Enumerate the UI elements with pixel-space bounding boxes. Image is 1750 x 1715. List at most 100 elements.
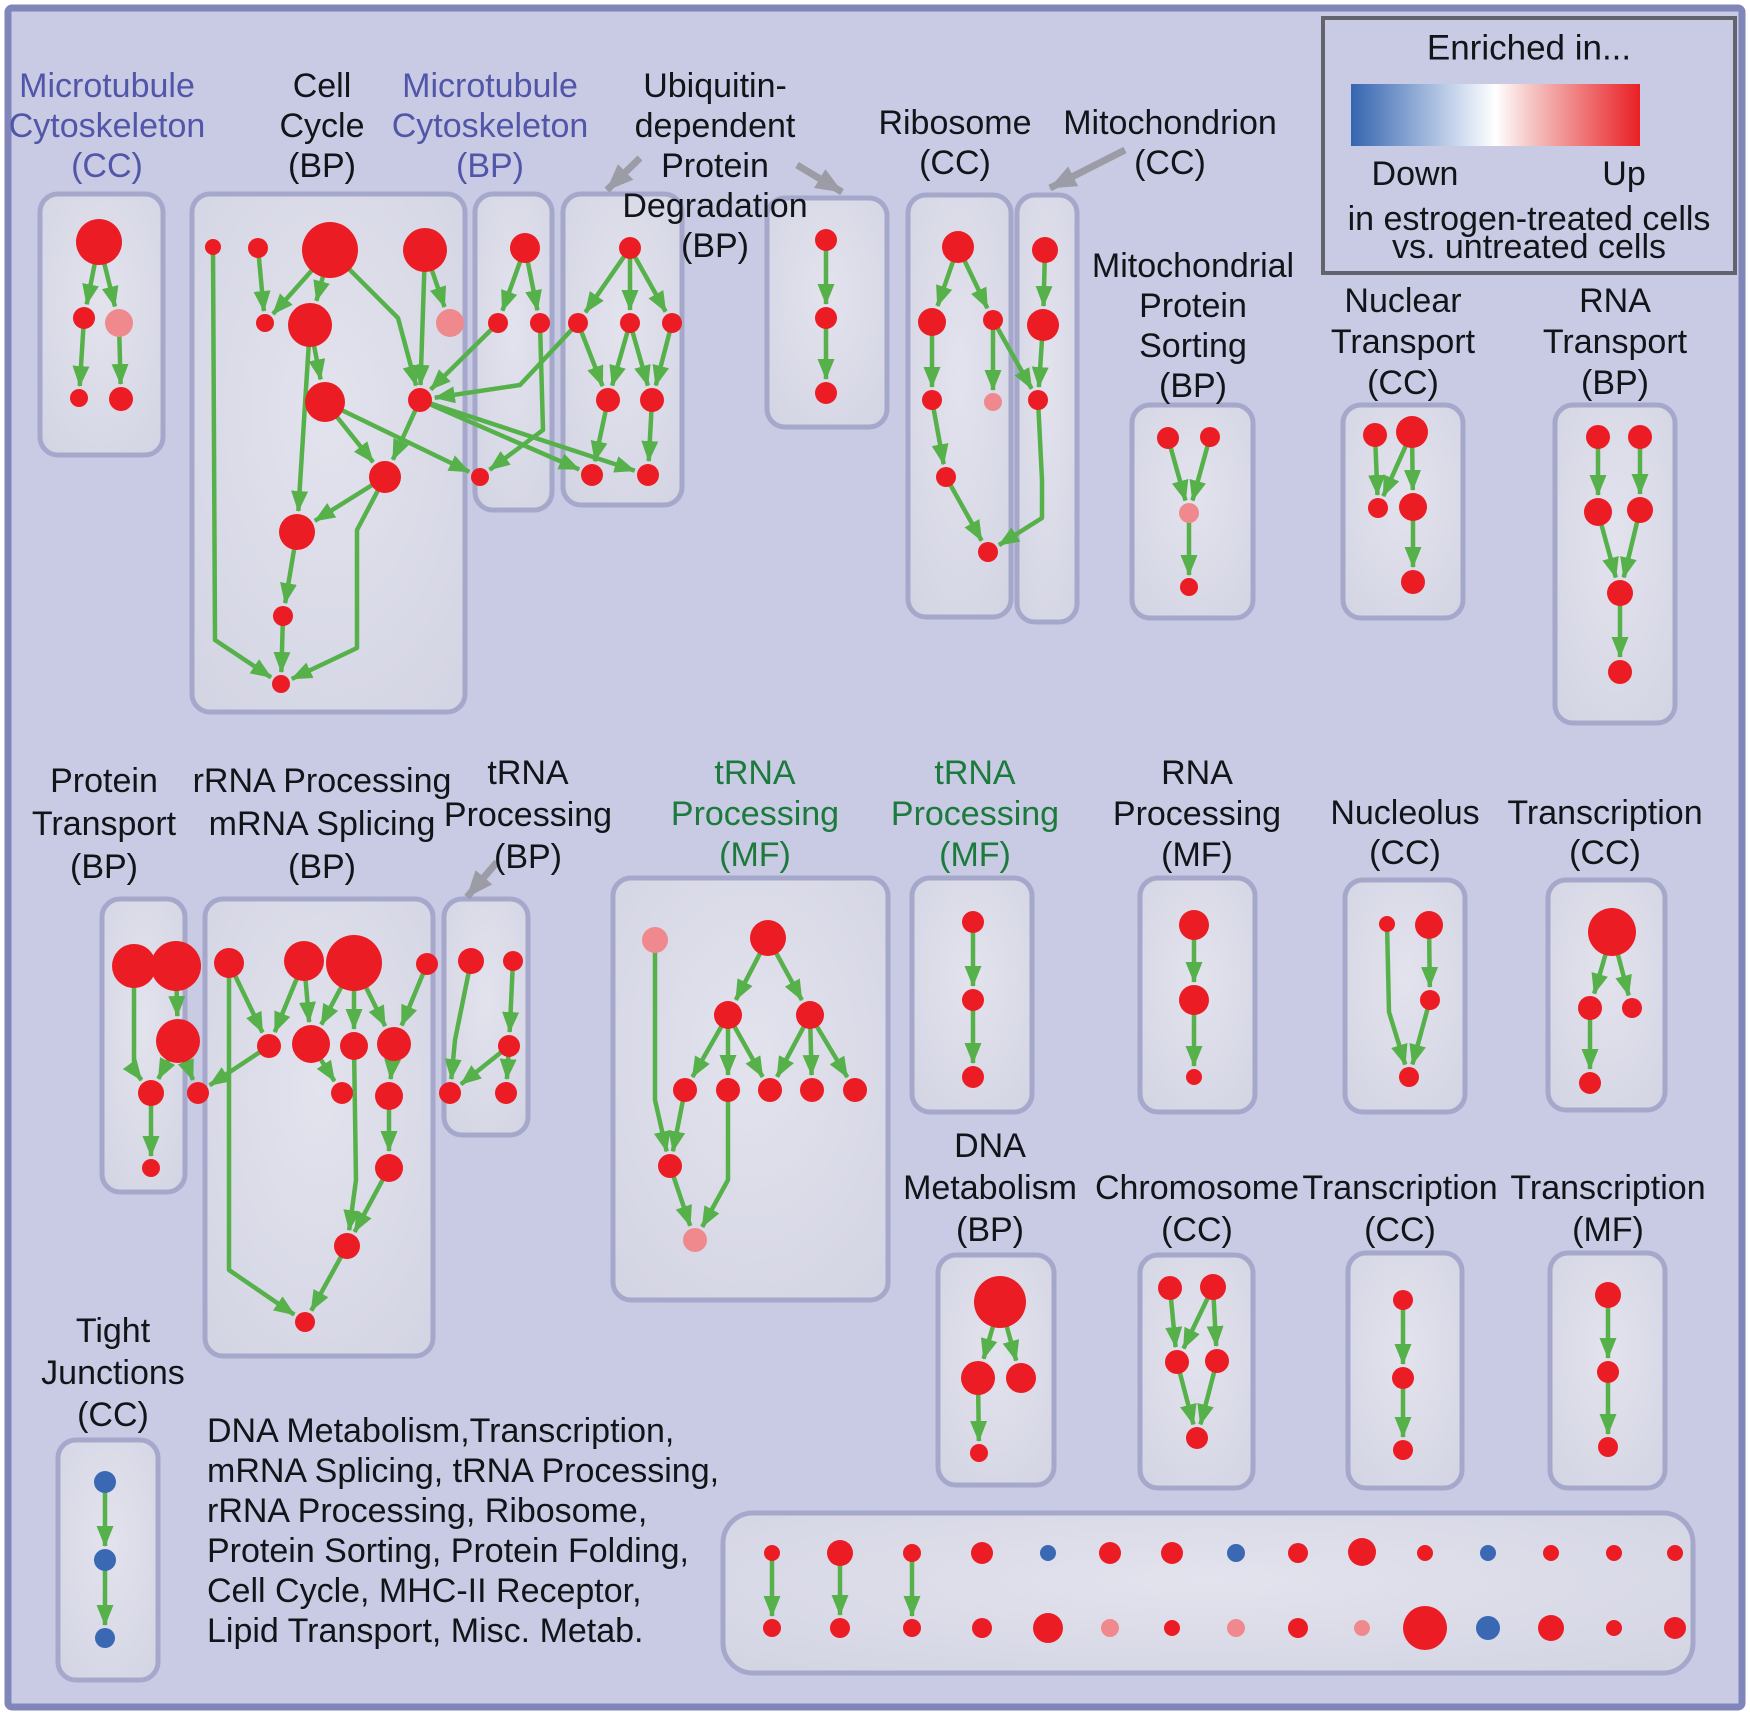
- transcription-cc-bottom-label: (CC): [1364, 1211, 1436, 1249]
- misc-pathways-node: [1354, 1620, 1370, 1636]
- legend-down-label: Down: [1372, 155, 1459, 193]
- cross-cluster-edge: [419, 397, 581, 472]
- transcription-cc-mid-label: Transcription: [1507, 794, 1702, 832]
- cell-cycle-bp-node: [248, 238, 268, 258]
- misc-pathways-node: [763, 1619, 781, 1637]
- cross-cluster-edge: [433, 321, 580, 404]
- misc-pathways-text: Lipid Transport, Misc. Metab.: [207, 1612, 644, 1650]
- chromosome-cc-node: [1158, 1276, 1182, 1300]
- misc-pathways-node: [971, 1542, 993, 1564]
- microtubule-cytoskeleton-cc-edge: [72, 317, 90, 388]
- ubiquitin-label: Degradation: [622, 187, 807, 225]
- ribosome-cc-node: [983, 310, 1003, 330]
- cell-cycle-bp-node: [305, 382, 345, 422]
- ribosome-cc-node: [918, 308, 946, 336]
- trna-processing-mf-1-node: [683, 1228, 707, 1252]
- transcription-cc-mid-node: [1622, 998, 1642, 1018]
- rrna-processing-mrna-splicing-bp-node: [334, 1233, 360, 1259]
- cell-cycle-bp-node: [272, 675, 290, 693]
- rna-processing-mf-node: [1179, 910, 1209, 940]
- chromosome-cc-box: [1137, 1252, 1256, 1491]
- trna-processing-mf-1-edge: [700, 1090, 731, 1228]
- rrna-processing-mrna-splicing-bp-node: [340, 1032, 368, 1060]
- trna-bp-arrow: [464, 859, 500, 900]
- rrna-processing-mrna-splicing-bp-node: [326, 935, 382, 991]
- cell-cycle-bp-edge: [210, 246, 273, 680]
- misc-pathways-text: DNA Metabolism,Transcription,: [207, 1412, 674, 1450]
- rrna-processing-mrna-splicing-bp-node: [377, 1027, 411, 1061]
- transcription-mf-label: Transcription: [1510, 1169, 1705, 1207]
- nuclear-transport-cc-node: [1401, 570, 1425, 594]
- mito-protein-sorting-label: Mitochondrial: [1092, 247, 1294, 285]
- dna-metabolism-bp-box: [935, 1252, 1057, 1488]
- ubiquitin-degradation-bp-1-edge: [627, 322, 651, 387]
- cell-cycle-bp-edge: [290, 475, 387, 681]
- nuclear-transport-cc-node: [1396, 416, 1428, 448]
- misc-pathways-node: [764, 1545, 780, 1561]
- misc-pathways-box: [720, 1510, 1696, 1676]
- ribosome-cc-node: [936, 467, 956, 487]
- chromosome-cc-node: [1165, 1350, 1189, 1374]
- mitochondrial-protein-sorting-bp-node: [1200, 427, 1220, 447]
- cell-cycle-bp-node: [279, 514, 315, 550]
- legend-subtitle-2: vs. untreated cells: [1392, 228, 1666, 266]
- microtubule-bp-label: Microtubule: [402, 67, 578, 105]
- microtubule-cytoskeleton-cc-node: [73, 307, 95, 329]
- misc-pathways-node: [1664, 1617, 1686, 1639]
- misc-pathways-node: [903, 1544, 921, 1562]
- rna-transport-label: RNA: [1579, 282, 1651, 320]
- rna-transport-bp-node: [1584, 498, 1612, 526]
- rrna-processing-mrna-splicing-bp-edge: [343, 1045, 361, 1232]
- mitochondrion-label: (CC): [1134, 144, 1206, 182]
- cross-cluster-edge: [991, 318, 1034, 390]
- mitochondrion-cc-node: [1028, 390, 1048, 410]
- rrna-processing-mrna-splicing-bp-node: [331, 1082, 353, 1104]
- protein-transport-label: (BP): [70, 848, 138, 886]
- microtubule-cytoskeleton-bp-edge: [488, 322, 546, 472]
- nuclear-transport-cc-node: [1368, 498, 1388, 518]
- misc-pathways-node: [1476, 1616, 1500, 1640]
- mito-protein-sorting-label: Protein: [1139, 287, 1247, 325]
- misc-pathways-text: rRNA Processing, Ribosome,: [207, 1492, 647, 1530]
- trna-processing-mf-1-node: [642, 927, 668, 953]
- ubiquitin-degradation-bp-1-node: [568, 313, 588, 333]
- ubiquitin-degradation-bp-1-node: [581, 464, 603, 486]
- cell-cycle-label: (BP): [288, 147, 356, 185]
- trna-mf2-label: Processing: [891, 795, 1059, 833]
- misc-pathways-node: [1227, 1544, 1245, 1562]
- cross-cluster-edge: [324, 399, 471, 474]
- dna-metabolism-label: DNA: [954, 1127, 1026, 1165]
- rna-processing-mf-label: RNA: [1161, 754, 1233, 792]
- cell-cycle-bp-node: [408, 388, 432, 412]
- microtubule-bp-label: Cytoskeleton: [392, 107, 589, 145]
- trna-processing-mf-2-node: [962, 911, 984, 933]
- trna-bp-label: (BP): [494, 838, 562, 876]
- nuclear-transport-cc-node: [1399, 493, 1427, 521]
- misc-pathways-node: [1606, 1545, 1622, 1561]
- microtubule-cytoskeleton-cc-box: [37, 191, 166, 458]
- rrna-processing-mrna-splicing-bp-node: [295, 1312, 315, 1332]
- protein-transport-bp-node: [138, 1080, 164, 1106]
- ribosome-cc-node: [984, 393, 1002, 411]
- tight-junctions-label: Junctions: [41, 1354, 185, 1392]
- ubiquitin-degradation-bp-1-node: [619, 237, 641, 259]
- chromosome-label: Chromosome: [1095, 1169, 1299, 1207]
- ribosome-label: Ribosome: [878, 104, 1031, 142]
- nuclear-transport-label: Nuclear: [1344, 282, 1461, 320]
- rrna-processing-mrna-splicing-bp-node: [416, 953, 438, 975]
- cell-cycle-bp-node: [436, 309, 464, 337]
- trna-processing-mf-1-node: [758, 1078, 782, 1102]
- nucleolus-cc-node: [1420, 990, 1440, 1010]
- legend-subtitle-1: in estrogen-treated cells: [1348, 200, 1711, 238]
- trna-processing-mf-2-node: [962, 1066, 984, 1088]
- protein-transport-bp-node: [156, 1019, 200, 1063]
- trna-processing-mf-2-node: [962, 989, 984, 1011]
- legend-up-label: Up: [1602, 155, 1645, 193]
- chromosome-label: (CC): [1161, 1211, 1233, 1249]
- protein-transport-bp-node: [151, 941, 201, 991]
- transcription-cc-mid-node: [1578, 996, 1602, 1020]
- chromosome-cc-node: [1200, 1274, 1226, 1300]
- rna-processing-mf-node: [1179, 985, 1209, 1015]
